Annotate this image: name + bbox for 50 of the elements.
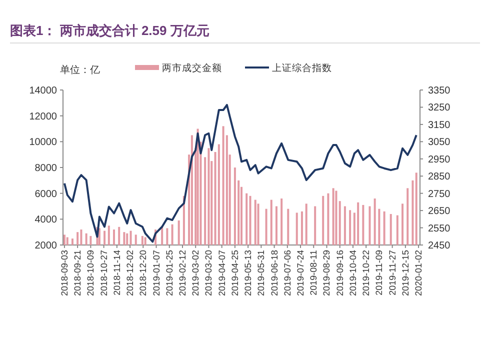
y-tick-label: 4000 bbox=[34, 214, 58, 226]
y2-tick-label: 3350 bbox=[428, 86, 451, 96]
x-tick-label: 2019-12-15 bbox=[400, 250, 410, 296]
x-tick-label: 2019-07-06 bbox=[282, 250, 292, 296]
y2-tick-label: 2550 bbox=[428, 223, 451, 234]
x-tick-label: 2019-05-31 bbox=[256, 250, 266, 296]
x-tick-label: 2019-03-02 bbox=[190, 250, 201, 296]
y-tick-label: 10000 bbox=[29, 137, 58, 148]
y-axis-title: 单位：亿 bbox=[60, 64, 100, 76]
legend-label: 上证综合指数 bbox=[272, 62, 332, 74]
y2-tick-label: 2850 bbox=[428, 172, 451, 183]
y2-tick-label: 2650 bbox=[428, 206, 451, 218]
x-tick-label: 2019-04-07 bbox=[216, 250, 227, 296]
chart-title: 图表1： 两市成交合计 2.59 万亿元 bbox=[10, 23, 210, 38]
y2-tick-label: 2750 bbox=[428, 188, 451, 200]
y2-tick-label: 2450 bbox=[428, 240, 451, 252]
legend-label: 两市成交金额 bbox=[162, 62, 222, 74]
x-tick-label: 2019-09-16 bbox=[334, 250, 345, 296]
x-tick-label: 2019-02-12 bbox=[177, 250, 188, 296]
y2-tick-label: 3250 bbox=[428, 102, 451, 114]
x-tick-label: 2019-11-27 bbox=[387, 250, 398, 296]
y2-tick-label: 3150 bbox=[428, 120, 451, 131]
y2-tick-label: 2950 bbox=[428, 154, 451, 166]
x-tick-label: 2018-11-14 bbox=[112, 250, 122, 296]
x-tick-label: 2019-07-24 bbox=[296, 250, 306, 296]
x-tick-label: 2018-09-03 bbox=[59, 250, 70, 296]
x-tick-label: 2019-01-07 bbox=[151, 250, 162, 296]
x-tick-label: 2019-01-25 bbox=[164, 250, 174, 296]
x-tick-label: 2020-01-02 bbox=[414, 250, 424, 296]
x-tick-label: 2019-06-18 bbox=[269, 250, 280, 296]
y-tick-label: 8000 bbox=[34, 163, 58, 174]
x-tick-label: 2019-08-29 bbox=[322, 250, 332, 296]
line-series bbox=[63, 104, 418, 243]
x-tick-label: 2019-10-04 bbox=[348, 250, 358, 296]
x-tick-label: 2019-10-22 bbox=[361, 250, 372, 296]
x-tick-label: 2019-05-13 bbox=[243, 250, 254, 296]
x-tick-label: 2018-12-02 bbox=[125, 250, 136, 296]
y-tick-label: 2000 bbox=[34, 240, 58, 252]
x-tick-label: 2018-09-21 bbox=[72, 250, 83, 296]
x-tick-label: 2019-08-11 bbox=[308, 250, 319, 296]
x-tick-label: 2018-10-27 bbox=[98, 250, 109, 296]
x-tick-label: 2018-12-20 bbox=[138, 250, 148, 296]
y-tick-label: 6000 bbox=[34, 188, 58, 200]
x-tick-label: 2019-03-20 bbox=[204, 250, 214, 296]
y2-tick-label: 3050 bbox=[428, 137, 451, 148]
x-tick-label: 2018-10-09 bbox=[86, 250, 96, 296]
x-tick-label: 2019-04-25 bbox=[230, 250, 240, 296]
x-tick-label: 2019-11-09 bbox=[374, 250, 384, 296]
y-tick-label: 14000 bbox=[29, 86, 58, 96]
y-tick-label: 12000 bbox=[29, 111, 58, 122]
